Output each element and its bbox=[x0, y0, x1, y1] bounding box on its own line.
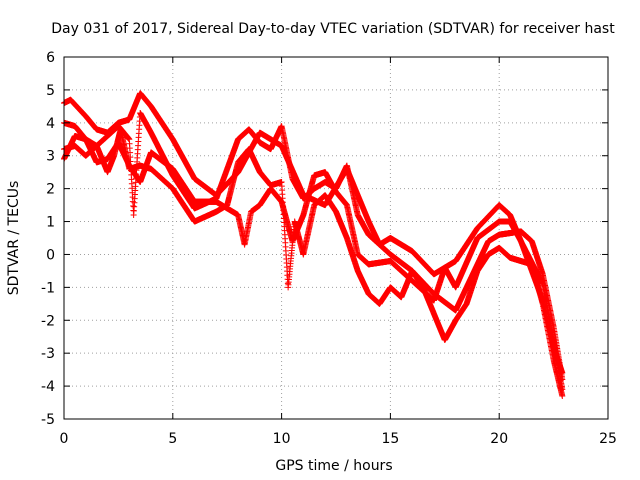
grid-layer bbox=[64, 57, 608, 419]
points-layer bbox=[61, 90, 566, 399]
chart-title: Day 031 of 2017, Sidereal Day-to-day VTE… bbox=[51, 21, 615, 37]
